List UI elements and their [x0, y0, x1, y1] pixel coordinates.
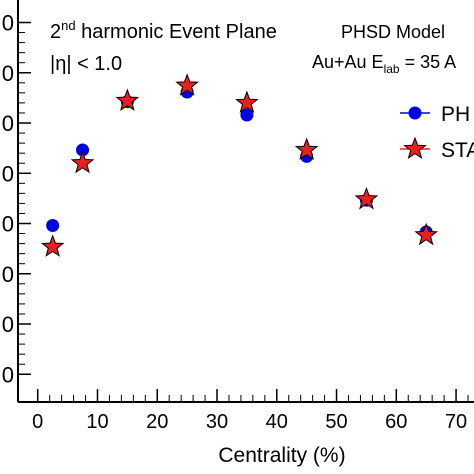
legend: PH STA: [400, 103, 474, 162]
data-point-star: [235, 90, 259, 113]
x-tick-label: 0: [32, 411, 43, 433]
data-point-star: [175, 73, 199, 96]
data-point-star: [40, 234, 65, 257]
y-tick-label: 0: [2, 161, 14, 186]
y-tick-label: 0: [2, 111, 14, 136]
y-tick-label: 0: [2, 362, 14, 387]
annotation-harmonic-suffix: nd: [61, 18, 75, 33]
data-point-star: [115, 88, 140, 111]
plot-frame: [17, 0, 474, 403]
x-tick-label: 60: [385, 411, 407, 433]
x-axis-title: Centrality (%): [218, 444, 345, 467]
annotation-system-sub: lab: [384, 62, 400, 76]
series-1: [46, 85, 433, 239]
svg-text:2nd harmonic Event Plane: 2nd harmonic Event Plane: [50, 18, 277, 43]
data-point-star: [414, 222, 439, 246]
annotation-eta-cut: |η| < 1.0: [50, 53, 122, 75]
annotation-system-rest: = 35 A: [400, 52, 457, 72]
legend-marker-series-2: [403, 136, 427, 160]
annotation-title: 2nd harmonic Event Plane: [50, 18, 277, 43]
legend-label-series-1: PH: [441, 103, 470, 126]
y-tick-label: 0: [2, 262, 14, 287]
svg-text:Au+Au Elab = 35 A: Au+Au Elab = 35 A: [312, 52, 456, 76]
annotation-system: Au+Au Elab = 35 A: [312, 52, 456, 76]
annotation-harmonic-number: 2: [50, 21, 61, 43]
y-tick-label: 0: [2, 312, 14, 337]
legend-label-series-2: STA: [441, 139, 474, 162]
y-tick-label: 0: [2, 61, 14, 86]
series-2: [40, 73, 439, 257]
x-tick-label: 30: [206, 411, 228, 433]
y-tick-label: 0: [2, 11, 14, 36]
data-point-circle: [240, 108, 254, 122]
y-axis: 0 0 0 0 0 0 0 0: [2, 11, 31, 387]
legend-marker-series-1: [408, 106, 422, 120]
annotation-harmonic-text: harmonic Event Plane: [76, 21, 277, 43]
x-axis: 0 10 20 30 40 50 60 70: [32, 389, 469, 433]
data-point-circle: [76, 143, 90, 157]
x-tick-label: 70: [445, 411, 467, 433]
x-tick-label: 40: [266, 411, 288, 433]
data-point-star: [354, 186, 379, 210]
data-series: [40, 73, 439, 257]
x-tick-label: 10: [86, 411, 108, 433]
data-point-star: [70, 150, 95, 174]
x-tick-label: 50: [325, 411, 347, 433]
data-point-circle: [46, 219, 60, 233]
annotation-model: PHSD Model: [341, 22, 445, 42]
y-tick-label: 0: [2, 212, 14, 237]
annotation-system-main: Au+Au E: [312, 52, 384, 72]
data-point-star: [294, 137, 319, 161]
x-tick-label: 20: [146, 411, 168, 433]
